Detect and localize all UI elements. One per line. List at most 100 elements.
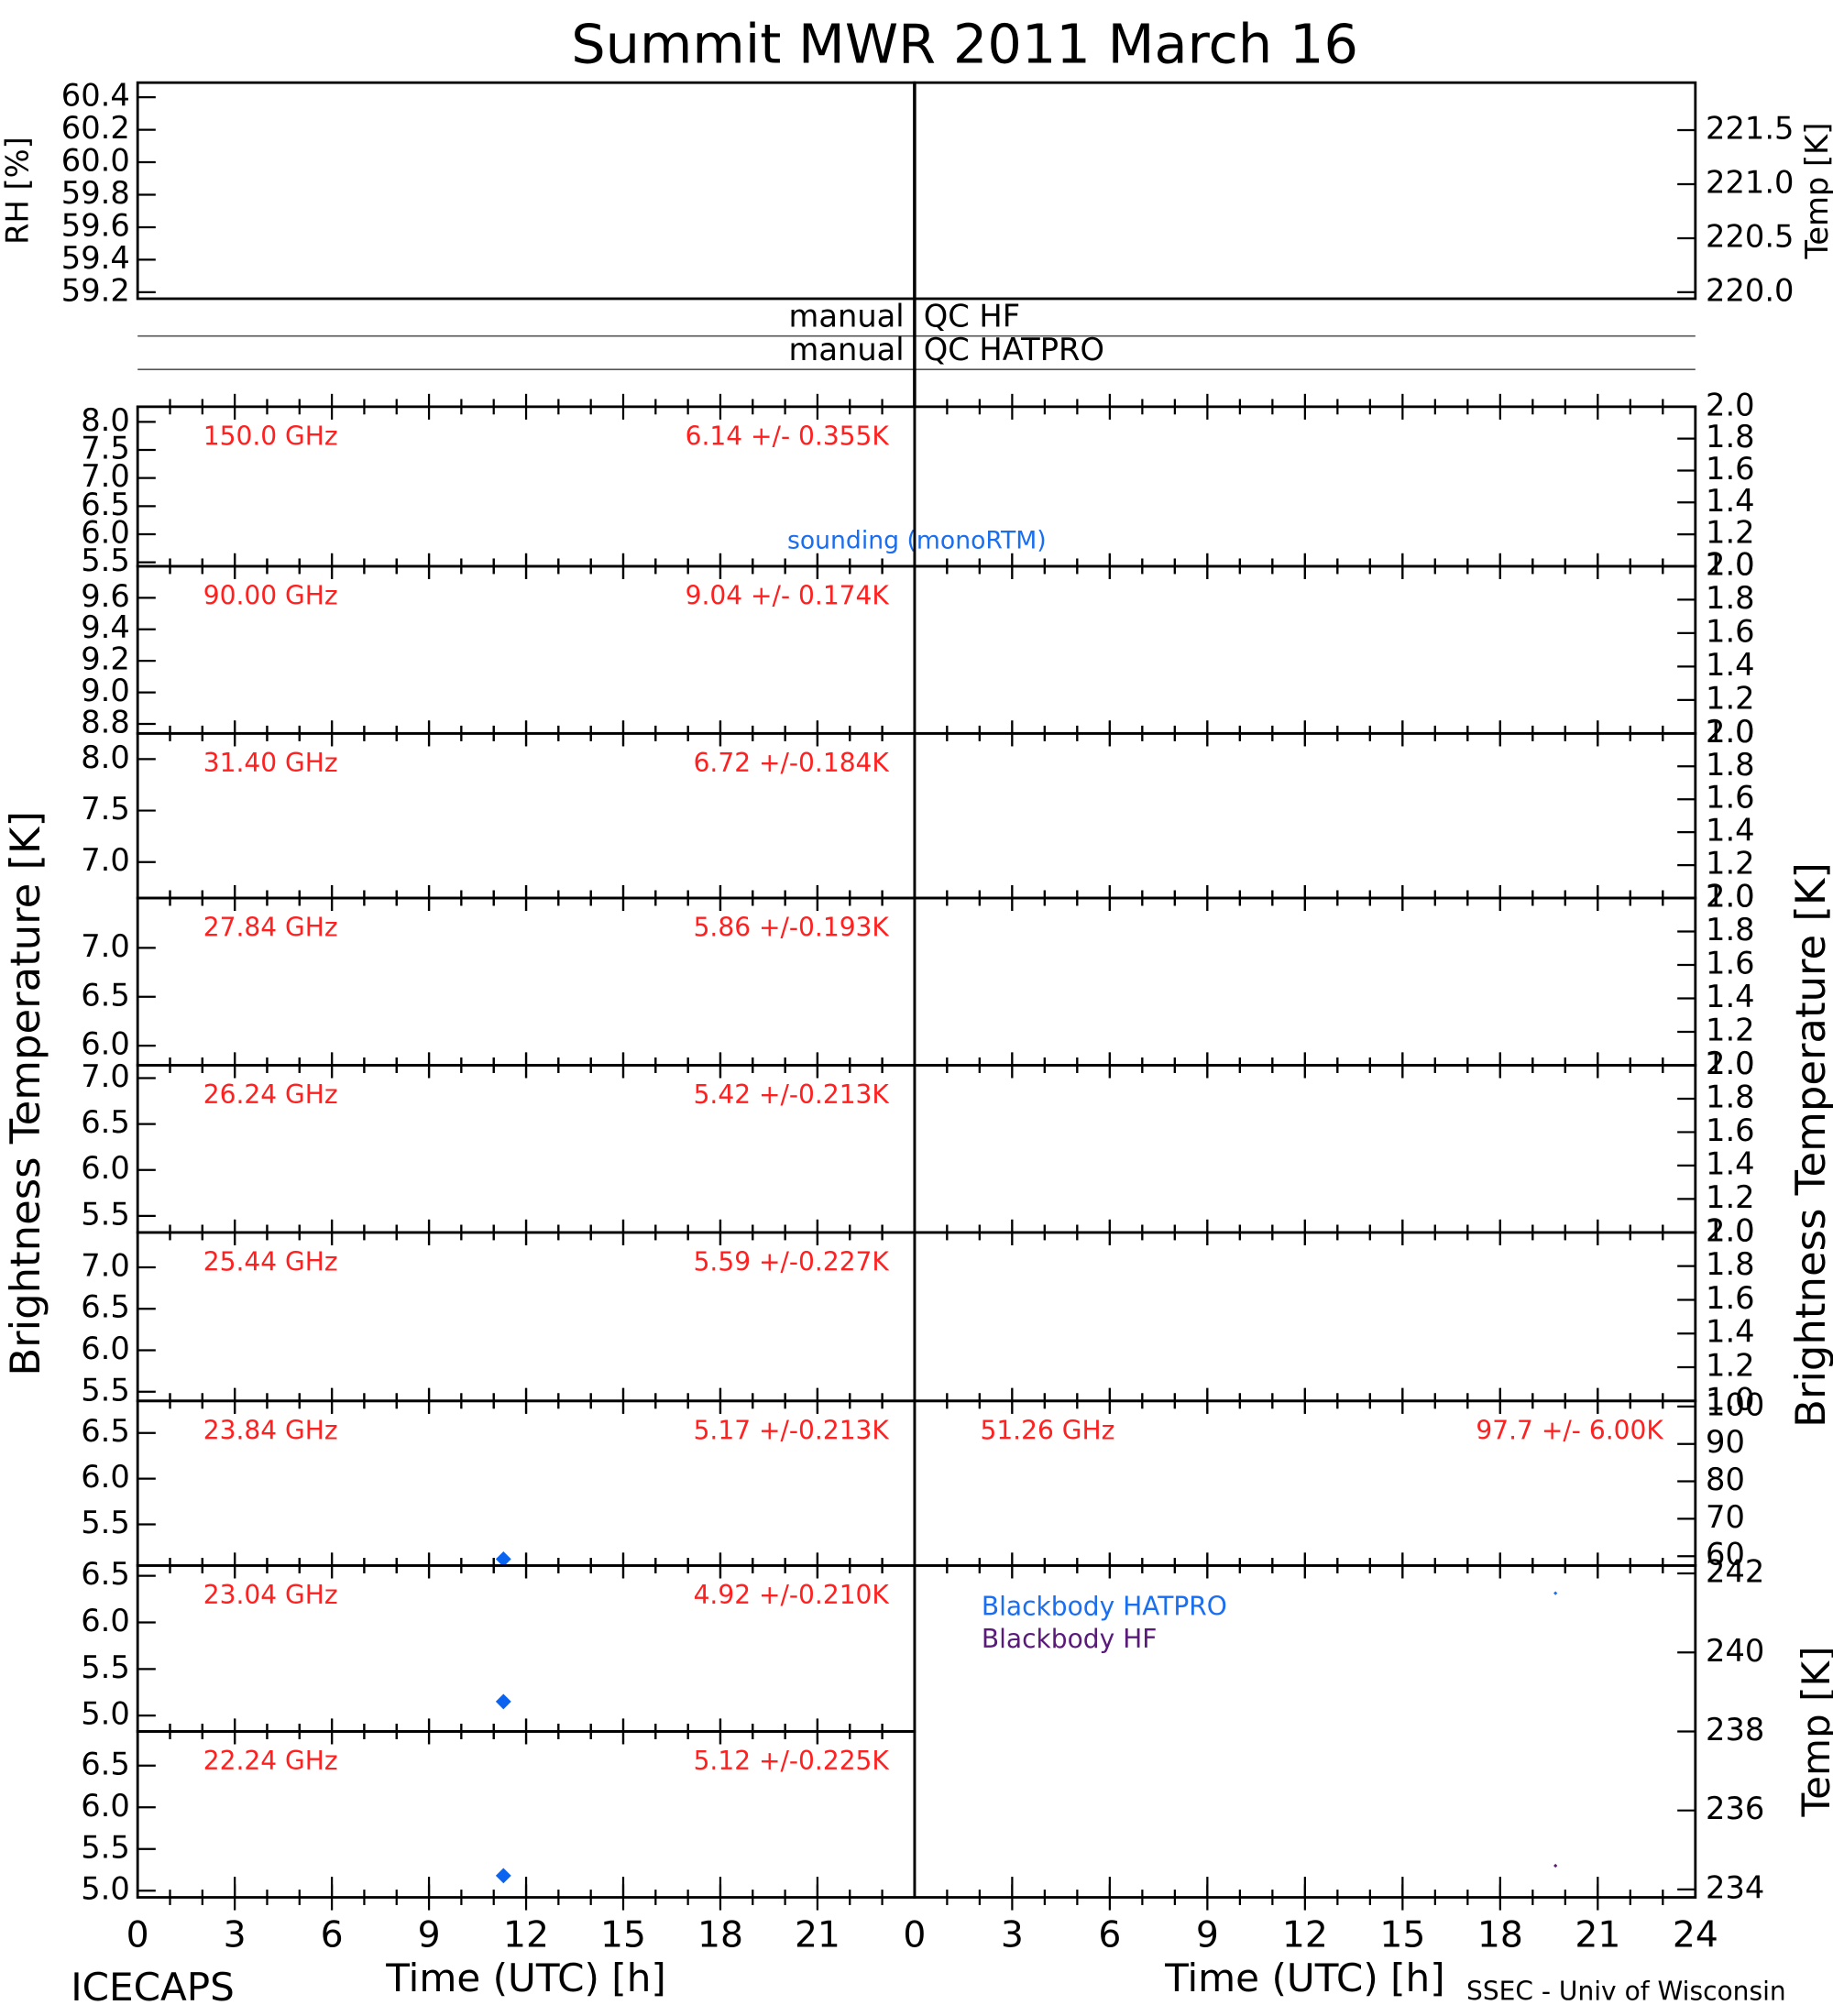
y-tick-label: 70: [1706, 1499, 1745, 1535]
y-tick-label: 1.0: [1706, 1212, 1755, 1248]
y-tick-label: 60.0: [61, 143, 130, 179]
channel-label: 23.84 GHz: [203, 1415, 338, 1445]
y-tick-label: 236: [1706, 1791, 1764, 1826]
qc-label: QC HATPRO: [924, 332, 1104, 367]
channel-label: 27.84 GHz: [203, 913, 338, 943]
footer: ICECAPS: [71, 1965, 235, 2010]
y-tick-label: 1.8: [1706, 747, 1755, 783]
y-tick-label: 59.8: [61, 175, 130, 211]
y-tick-label: 242: [1706, 1554, 1764, 1590]
channel-stats: 5.86 +/-0.193K: [694, 913, 890, 943]
y-tick-label: 6.0: [81, 1150, 130, 1186]
y-axis-label: Temp [K]: [1794, 1646, 1833, 1817]
y-tick-label: 2.0: [1706, 387, 1755, 422]
y-tick-label: 6.5: [81, 1556, 130, 1592]
y-tick-label: 238: [1706, 1712, 1764, 1748]
y-tick-label: 8.0: [81, 740, 130, 775]
y-tick-label: 5.5: [81, 542, 130, 578]
y-tick-label: 240: [1706, 1633, 1764, 1669]
y-tick-label: 1.4: [1706, 483, 1755, 519]
y-tick-label: 8.0: [81, 402, 130, 438]
y-tick-label: 8.8: [81, 705, 130, 740]
y-tick-label: 90: [1706, 1424, 1745, 1460]
y-tick-label: 100: [1706, 1386, 1764, 1422]
y-tick-label: 5.5: [81, 1649, 130, 1685]
x-tick-label: 21: [1575, 1915, 1620, 1956]
y-tick-label: 5.5: [81, 1505, 130, 1540]
channel-stats: 5.42 +/-0.213K: [694, 1079, 890, 1110]
y-tick-label: 2.0: [1706, 546, 1755, 582]
y-tick-label: 9.0: [81, 673, 130, 708]
y-tick-label: 5.5: [81, 1829, 130, 1865]
y-tick-label: 6.5: [81, 977, 130, 1013]
y-tick-label: 6.5: [81, 487, 130, 522]
point: [1553, 1863, 1558, 1868]
y-tick-label: 7.0: [81, 928, 130, 964]
y-tick-label: 9.6: [81, 578, 130, 614]
channel-stats: 6.72 +/-0.184K: [694, 748, 890, 778]
y-tick-label: 9.4: [81, 609, 130, 645]
y-tick-label: 2.0: [1706, 1212, 1755, 1248]
y-tick-label: 1.6: [1706, 945, 1755, 981]
y-tick-label: 1.0: [1706, 878, 1755, 914]
y-tick-label: 7.0: [81, 1058, 130, 1094]
qc-label: manual: [789, 332, 905, 367]
y-tick-label: 7.0: [81, 1247, 130, 1283]
y-tick-label: 1.4: [1706, 647, 1755, 683]
x-tick-label: 15: [600, 1915, 646, 1956]
y-tick-label: 221.5: [1706, 111, 1794, 147]
y-tick-label: 5.5: [81, 1372, 130, 1408]
y-tick-label: 1.0: [1706, 1381, 1755, 1417]
point: [495, 1693, 511, 1710]
x-tick-label: 6: [1098, 1915, 1121, 1956]
x-tick-label: 9: [1196, 1915, 1219, 1956]
point: [495, 1551, 511, 1567]
y-tick-label: 6.0: [81, 1788, 130, 1824]
channel-label: 26.24 GHz: [203, 1079, 338, 1110]
y-tick-label: 220.0: [1706, 272, 1794, 308]
y-tick-label: 6.0: [81, 514, 130, 550]
x-tick-label: 3: [224, 1915, 247, 1956]
y-tick-label: 7.0: [81, 458, 130, 494]
y-tick-label: 1.6: [1706, 613, 1755, 649]
channel-stats: 5.59 +/-0.227K: [694, 1247, 890, 1277]
x-tick-label: 18: [697, 1915, 743, 1956]
channel-label: 150.0 GHz: [203, 422, 338, 452]
y-tick-label: 1.8: [1706, 1079, 1755, 1114]
y-tick-label: 1.2: [1706, 1012, 1755, 1047]
y-tick-label: 1.0: [1706, 714, 1755, 750]
point: [495, 1868, 511, 1884]
channel-label: 22.24 GHz: [203, 1746, 338, 1776]
footer: SSEC - Univ of Wisconsin: [1466, 1976, 1786, 2006]
y-tick-label: 60.2: [61, 110, 130, 146]
y-tick-label: 6.0: [81, 1603, 130, 1638]
channel-label: 90.00 GHz: [203, 581, 338, 611]
y-tick-label: 1.6: [1706, 1112, 1755, 1148]
y-tick-label: 5.0: [81, 1696, 130, 1732]
y-tick-label: 5.5: [81, 1196, 130, 1232]
y-tick-label: 1.6: [1706, 1280, 1755, 1316]
y-tick-label: 6.0: [81, 1026, 130, 1062]
channel-label: 23.04 GHz: [203, 1580, 338, 1610]
channel-stats: 5.17 +/-0.213K: [694, 1415, 890, 1445]
channel-label: 51.26 GHz: [980, 1415, 1114, 1445]
y-tick-label: 7.0: [81, 842, 130, 878]
y-tick-label: 6.5: [81, 1746, 130, 1781]
x-tick-label: 12: [1282, 1915, 1328, 1956]
panel-frame: [913, 81, 1697, 301]
y-tick-label: 6.0: [81, 1331, 130, 1366]
y-axis-label: Brightness Temperature [K]: [1, 811, 49, 1376]
channel-label: 31.40 GHz: [203, 748, 338, 778]
y-tick-label: 1.8: [1706, 912, 1755, 948]
y-tick-label: 1.4: [1706, 1314, 1755, 1350]
y-tick-label: 221.0: [1706, 164, 1794, 200]
y-tick-label: 234: [1706, 1869, 1764, 1905]
qc-label: QC HF: [924, 299, 1020, 334]
y-tick-label: 1.4: [1706, 1145, 1755, 1181]
y-tick-label: 1.2: [1706, 680, 1755, 716]
x-tick-label: 18: [1477, 1915, 1523, 1956]
y-tick-label: 80: [1706, 1462, 1745, 1497]
y-tick-label: 2.0: [1706, 878, 1755, 914]
y-tick-label: 6.5: [81, 1289, 130, 1325]
